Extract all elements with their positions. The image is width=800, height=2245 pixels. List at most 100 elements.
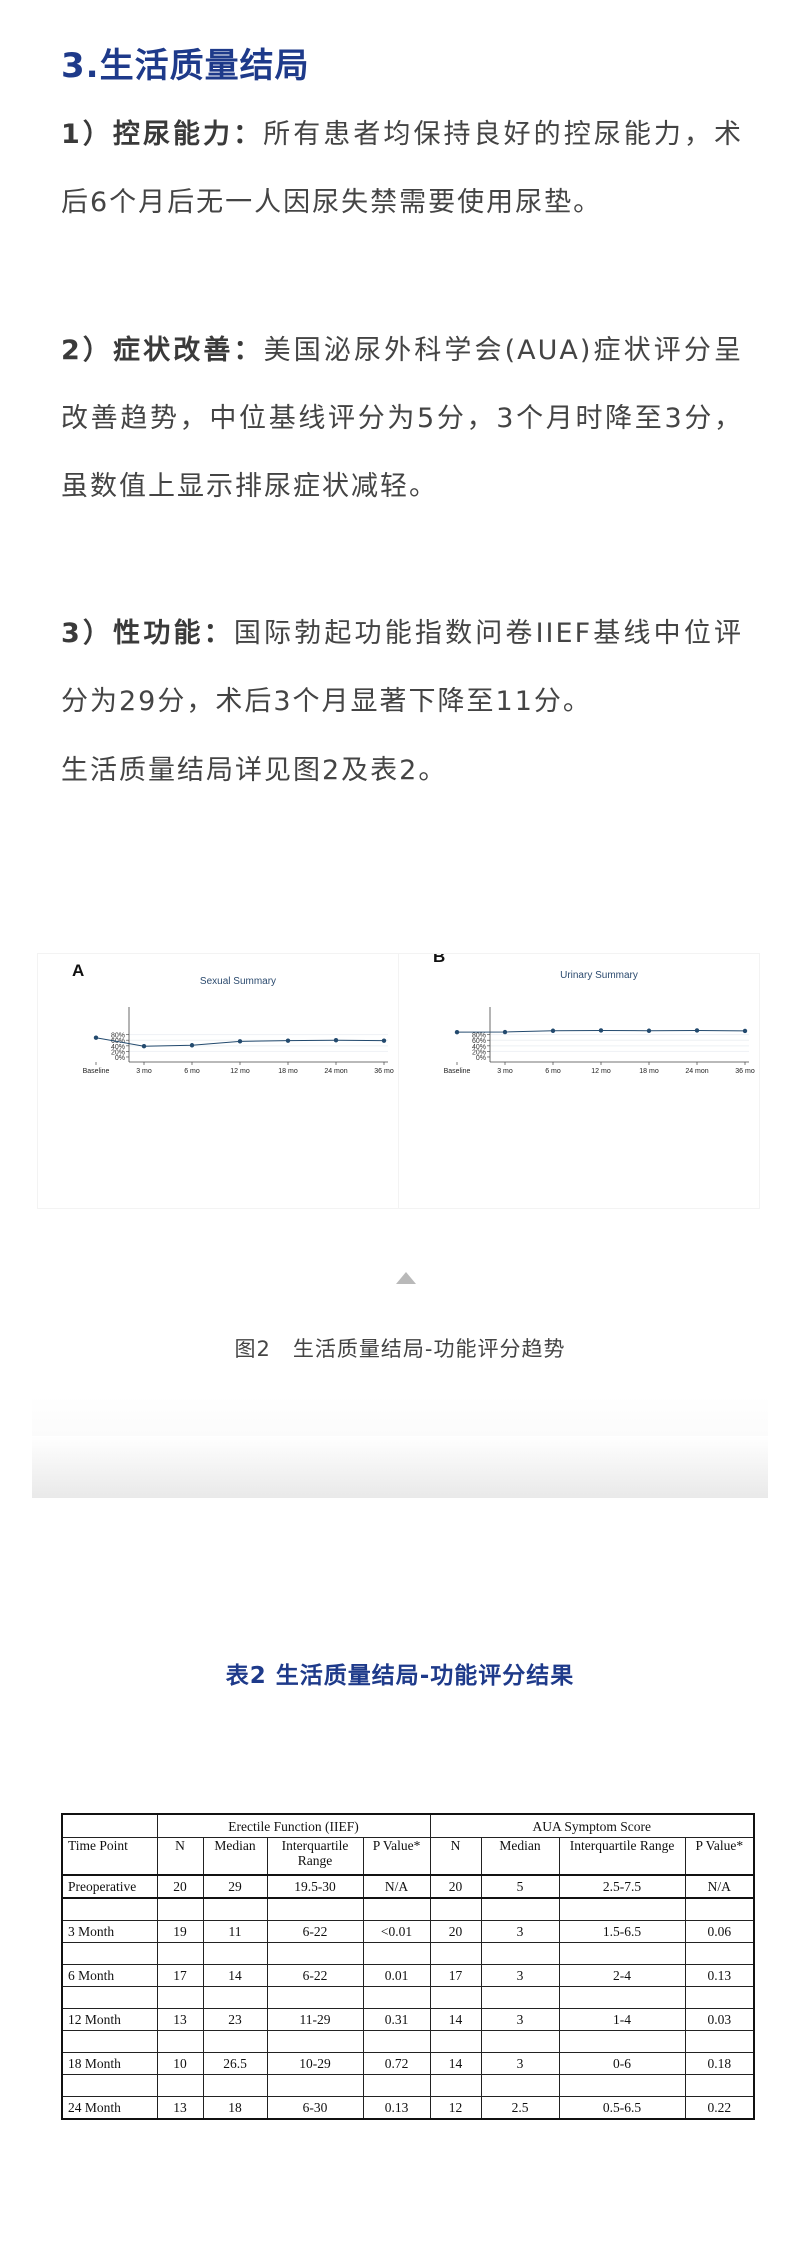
empty-cell: [684, 1986, 755, 2009]
y-tick-label: 80%: [472, 1033, 486, 1040]
column-header: P Value*: [362, 1837, 431, 1876]
spacer-row: [61, 1897, 755, 1921]
empty-cell: [202, 2030, 268, 2053]
table-cell: 0.13: [362, 2096, 431, 2120]
table-cell: 0.13: [684, 1964, 755, 1987]
empty-cell: [480, 2074, 560, 2097]
table-cell: 0.03: [684, 2008, 755, 2031]
empty-cell: [684, 1897, 755, 1921]
table-cell: 29: [202, 1874, 268, 1899]
x-tick-label: 3 mo: [497, 1068, 513, 1075]
empty-cell: [684, 2074, 755, 2097]
paragraph-continence: 1）控尿能力：所有患者均保持良好的控尿能力，术后6个月后无一人因尿失禁需要使用尿…: [61, 101, 743, 237]
y-tick-label: 80%: [111, 1033, 125, 1040]
figure-caption: 图2 生活质量结局-功能评分趋势: [234, 1337, 566, 1361]
empty-cell: [429, 1897, 482, 1921]
data-point: [694, 1028, 700, 1033]
empty-cell: [156, 1986, 204, 2009]
empty-cell: [480, 1897, 560, 1921]
time-point-cell: Preoperative: [61, 1874, 158, 1899]
empty-cell: [266, 1897, 364, 1921]
table-cell: 0.06: [684, 1920, 755, 1943]
empty-cell: [266, 1942, 364, 1965]
empty-cell: [61, 1942, 158, 1965]
table-cell: 14: [202, 1964, 268, 1987]
empty-cell: [202, 1942, 268, 1965]
x-tick-label: 18 mo: [639, 1068, 659, 1075]
data-point: [333, 1038, 339, 1043]
table-cell: 6-30: [266, 2096, 364, 2120]
data-point: [454, 1029, 460, 1035]
empty-cell: [684, 1942, 755, 1965]
table-cell: 26.5: [202, 2052, 268, 2075]
group-header-iief: Erectile Function (IIEF): [156, 1813, 431, 1838]
table-cell: 14: [429, 2008, 482, 2031]
table-cell: 3: [480, 1964, 560, 1987]
table-cell: 13: [156, 2008, 204, 2031]
empty-cell: [362, 1942, 431, 1965]
empty-cell: [480, 1942, 560, 1965]
chart-title: Sexual Summary: [200, 976, 276, 987]
empty-cell: [61, 2030, 158, 2053]
empty-cell: [61, 1897, 158, 1921]
x-tick-label: Baseline: [83, 1068, 110, 1075]
table-cell: N/A: [684, 1874, 755, 1899]
y-tick-label: 20%: [472, 1049, 486, 1056]
data-point: [502, 1029, 508, 1035]
y-tick-label: 40%: [111, 1044, 125, 1051]
column-header: Interquartile Range: [266, 1837, 364, 1876]
table-cell: 0.18: [684, 2052, 755, 2075]
paragraph-lead: 2）症状改善：: [61, 335, 264, 366]
x-tick-label: 6 mo: [545, 1068, 561, 1075]
empty-cell: [61, 1986, 158, 2009]
table-cell: 18: [202, 2096, 268, 2120]
group-header-aua: AUA Symptom Score: [429, 1813, 755, 1838]
data-point: [381, 1038, 387, 1043]
spacer-row: [61, 1942, 755, 1965]
table-cell: 17: [429, 1964, 482, 1987]
table-cell: 3: [480, 2052, 560, 2075]
spacer-row: [61, 1986, 755, 2009]
empty-cell: [429, 1986, 482, 2009]
table-cell: 11-29: [266, 2008, 364, 2031]
empty-cell: [156, 1942, 204, 1965]
x-tick-label: 36 mo: [735, 1068, 755, 1075]
table-row: 3 Month 19 11 6-22 <0.01 20 3 1.5-6.5 0.06: [61, 1920, 755, 1943]
table-cell: 10-29: [266, 2052, 364, 2075]
column-header: Interquartile Range: [558, 1837, 686, 1876]
y-tick-label: 60%: [472, 1038, 486, 1045]
table-cell: 19.5-30: [266, 1874, 364, 1899]
table-cell: 17: [156, 1964, 204, 1987]
table-cell: 2.5: [480, 2096, 560, 2120]
table-cell: 5: [480, 1874, 560, 1899]
chart-title: Urinary Summary: [560, 970, 638, 981]
triangle-icon: [396, 1272, 416, 1284]
y-tick-label: 20%: [111, 1049, 125, 1056]
data-point: [550, 1028, 556, 1033]
chart-sexual-summary: A Sexual Summary 0% 20% 40% 60% 80% Baseline 3 m…: [37, 953, 399, 1209]
table-cell: 0.72: [362, 2052, 431, 2075]
data-point: [285, 1038, 291, 1043]
table-cell: 14: [429, 2052, 482, 2075]
x-tick-label: 6 mo: [184, 1068, 200, 1075]
paragraph-sexual-function: 3）性功能：国际勃起功能指数问卷IIEF基线中位评分为29分，术后3个月显著下降…: [61, 600, 743, 736]
x-tick-label: 12 mo: [591, 1068, 611, 1075]
table-cell: 3: [480, 2008, 560, 2031]
empty-cell: [61, 2074, 158, 2097]
empty-cell: [362, 2030, 431, 2053]
time-point-cell: 12 Month: [61, 2008, 158, 2031]
time-point-cell: 3 Month: [61, 1920, 158, 1943]
data-point: [598, 1028, 604, 1033]
table-cell: N/A: [362, 1874, 431, 1899]
table-cell: 0-6: [558, 2052, 686, 2075]
table-row: 24 Month 13 18 6-30 0.13 12 2.5 0.5-6.5 0.22: [61, 2096, 755, 2120]
empty-cell: [558, 1897, 686, 1921]
x-tick-label: 18 mo: [278, 1068, 298, 1075]
column-header-row: Time Point N Median Interquartile Range P Va…: [61, 1837, 755, 1876]
empty-cell: [202, 2074, 268, 2097]
table-row: 6 Month 17 14 6-22 0.01 17 3 2-4 0.13: [61, 1964, 755, 1987]
data-point: [189, 1043, 195, 1048]
table-cell: 1.5-6.5: [558, 1920, 686, 1943]
paragraph-lead: 3）性功能：: [61, 618, 234, 649]
